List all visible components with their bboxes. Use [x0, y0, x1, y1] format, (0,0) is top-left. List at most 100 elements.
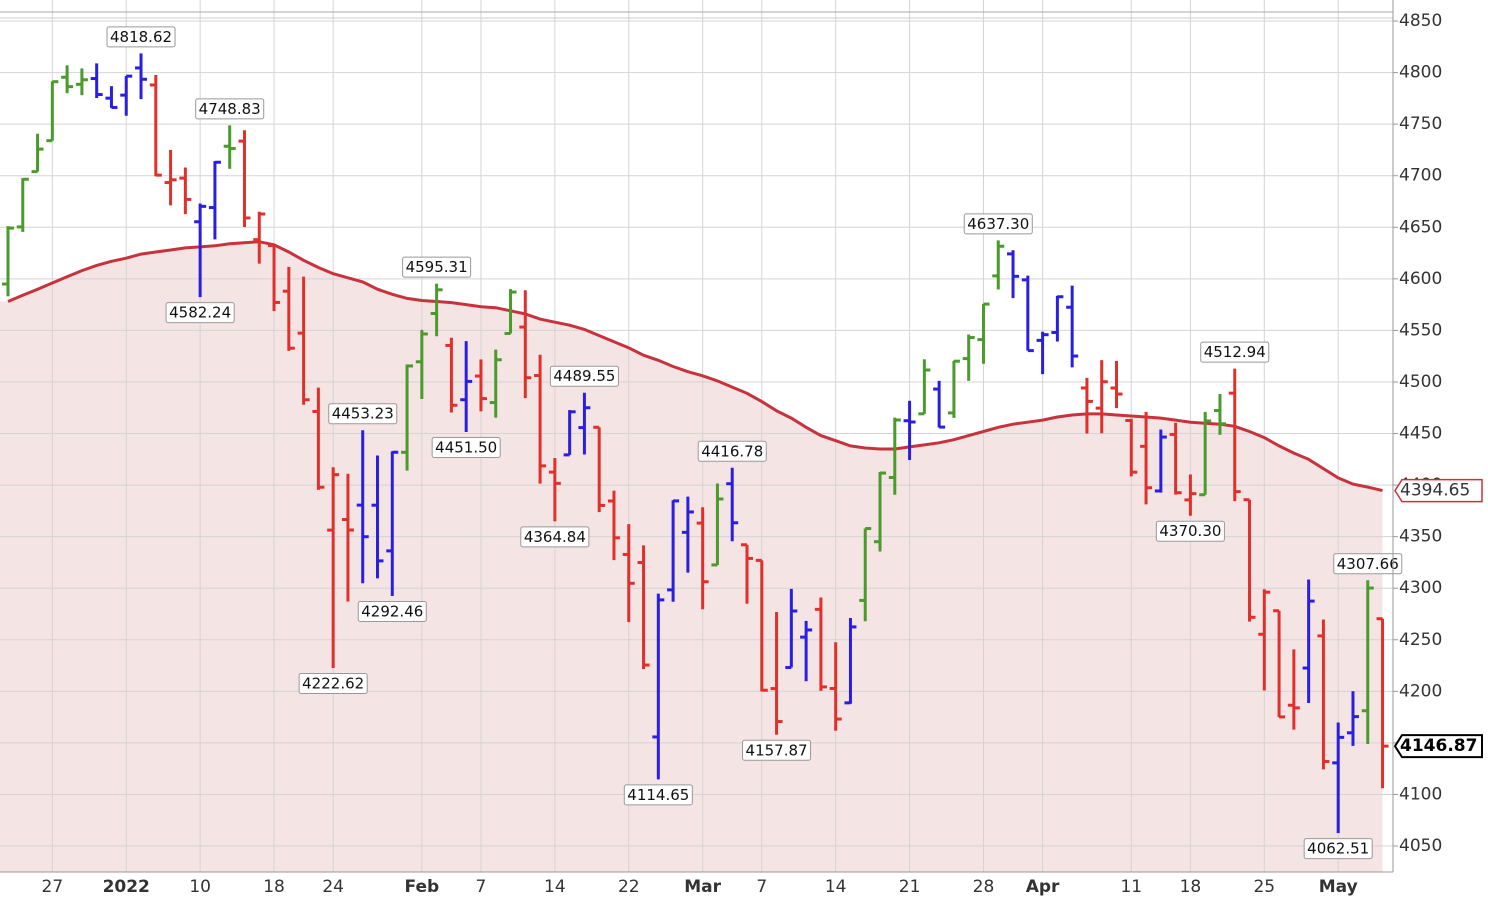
- ohlc-bar: [238, 130, 251, 227]
- ohlc-bar: [755, 558, 768, 692]
- ohlc-bar: [489, 349, 502, 418]
- x-tick-label: 2022: [103, 877, 150, 897]
- annotation-label: 4062.51: [1307, 840, 1369, 858]
- x-tick-label: May: [1319, 877, 1358, 897]
- annotation-box: [549, 365, 619, 387]
- ohlc-bar: [1169, 422, 1182, 495]
- ohlc-bar: [474, 359, 487, 412]
- ma-area: [0, 241, 1383, 872]
- ohlc-bar: [194, 203, 207, 298]
- ohlc-bar: [75, 68, 88, 96]
- ohlc-bar: [1140, 411, 1153, 505]
- y-tick-label: 4850: [1399, 11, 1442, 31]
- high-annotation: 4307.66: [1333, 553, 1403, 575]
- annotation-label: 4637.30: [967, 215, 1029, 233]
- ohlc-bar: [563, 410, 576, 457]
- x-tick-label: 14: [544, 877, 566, 897]
- ohlc-bar: [814, 597, 827, 691]
- ohlc-bar: [1021, 275, 1034, 353]
- ohlc-bar: [874, 471, 887, 552]
- x-tick-label: 22: [618, 877, 640, 897]
- ohlc-bar: [770, 611, 783, 735]
- x-tick-label: 10: [189, 877, 211, 897]
- y-tick-label: 4350: [1399, 527, 1442, 547]
- annotation-box: [328, 403, 398, 425]
- x-tick-label: 7: [476, 877, 487, 897]
- ohlc-bar: [1199, 411, 1212, 497]
- ohlc-bar: [253, 211, 266, 264]
- ohlc-bar: [1228, 368, 1241, 502]
- ohlc-bar: [282, 266, 295, 351]
- ohlc-bar: [61, 65, 74, 94]
- low-annotation: 4451.50: [431, 436, 501, 458]
- ohlc-bar: [578, 392, 591, 455]
- ohlc-bar: [371, 455, 384, 579]
- ohlc-bar: [696, 507, 709, 610]
- annotation-box: [298, 673, 368, 695]
- low-annotation: 4222.62: [298, 673, 368, 695]
- grid-layer: [0, 0, 1398, 872]
- ohlc-bar: [1302, 579, 1315, 704]
- ohlc-bar: [430, 283, 443, 337]
- background-layer: [0, 241, 1383, 872]
- ohlc-bar: [726, 467, 739, 542]
- ohlc-bar: [1376, 617, 1389, 789]
- high-annotation: 4595.31: [402, 256, 472, 278]
- ohlc-bar: [681, 496, 694, 573]
- last-close-label: 4146.87: [1400, 736, 1477, 756]
- ohlc-bar: [1007, 250, 1020, 299]
- ohlc-bar: [1258, 589, 1271, 691]
- high-annotation: 4453.23: [328, 403, 398, 425]
- ohlc-bar: [1125, 418, 1138, 477]
- annotation-label: 4222.62: [302, 675, 364, 693]
- ohlc-bar: [1317, 619, 1330, 770]
- annotation-box: [623, 784, 693, 806]
- y-tick-label: 4700: [1399, 166, 1442, 186]
- ohlc-bar: [120, 74, 133, 116]
- annotation-layer: 4818.62 4748.83 4453.23 4595.31 4489.55 4416.…: [106, 26, 1403, 860]
- annotation-box: [106, 26, 176, 48]
- annotation-label: 4307.66: [1337, 555, 1399, 573]
- ohlc-bar: [1361, 580, 1374, 745]
- low-annotation: 4292.46: [357, 600, 427, 622]
- ohlc-bar: [829, 642, 842, 731]
- ohlc-bar: [1154, 429, 1167, 493]
- x-tick-label: Apr: [1026, 877, 1060, 897]
- annotation-box: [431, 436, 501, 458]
- ohlc-bar: [327, 467, 340, 669]
- annotation-box: [195, 98, 265, 120]
- ohlc-bar: [652, 593, 665, 780]
- annotation-label: 4489.55: [553, 367, 615, 385]
- x-tick-label: 18: [1180, 877, 1202, 897]
- ohlc-bar: [1066, 285, 1079, 368]
- ohlc-bar: [341, 473, 354, 602]
- ohlc-bar: [1287, 649, 1300, 730]
- ohlc-bar: [1036, 331, 1049, 375]
- annotation-box: [1155, 520, 1225, 542]
- ohlc-bar: [105, 86, 118, 109]
- y-tick-label: 4750: [1399, 114, 1442, 134]
- ohlc-bar: [548, 458, 561, 522]
- ohlc-bar: [356, 430, 369, 584]
- annotation-label: 4157.87: [746, 741, 808, 759]
- ohlc-bar: [16, 177, 29, 232]
- ohlc-bar: [1080, 377, 1093, 434]
- ohlc-bar: [1213, 394, 1226, 435]
- low-annotation: 4582.24: [165, 302, 235, 324]
- annotation-box: [402, 256, 472, 278]
- bars-layer: [2, 53, 1389, 834]
- x-tick-label: 11: [1120, 877, 1142, 897]
- ohlc-bar: [504, 289, 517, 335]
- ohlc-bar: [312, 387, 325, 490]
- ohlc-bar: [903, 400, 916, 461]
- ohlc-bar: [800, 620, 813, 682]
- ohlc-bar: [297, 276, 310, 405]
- ohlc-bar: [179, 167, 192, 215]
- ma-last-value-label: 4394.65: [1400, 481, 1470, 501]
- ohlc-bar: [135, 53, 148, 100]
- ohlc-bar: [962, 334, 975, 381]
- annotation-box: [1333, 553, 1403, 575]
- ohlc-bar: [445, 337, 458, 413]
- ohlc-bar: [607, 490, 620, 561]
- ohlc-bar: [667, 499, 680, 602]
